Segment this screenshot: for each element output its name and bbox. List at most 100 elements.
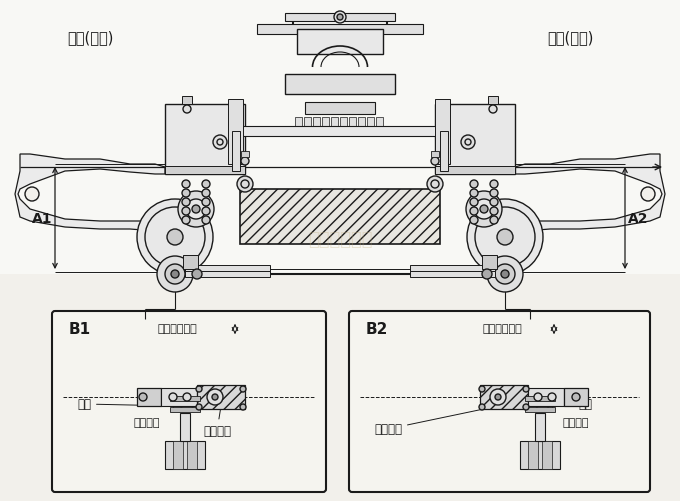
Bar xyxy=(564,388,588,406)
Bar xyxy=(304,118,311,127)
Circle shape xyxy=(169,393,177,401)
Bar xyxy=(180,413,190,441)
Bar xyxy=(173,391,197,409)
Bar xyxy=(435,167,515,175)
Bar xyxy=(340,118,347,127)
Circle shape xyxy=(461,136,475,150)
Circle shape xyxy=(178,191,214,227)
Bar xyxy=(182,97,192,105)
Circle shape xyxy=(192,205,200,213)
Bar xyxy=(285,14,395,22)
Bar xyxy=(488,97,498,105)
Text: 固定螺帽: 固定螺帽 xyxy=(134,417,160,427)
Bar xyxy=(161,388,197,406)
Bar xyxy=(313,118,320,127)
Text: 固定螺帽: 固定螺帽 xyxy=(563,417,590,427)
Circle shape xyxy=(482,270,492,280)
Circle shape xyxy=(479,404,485,410)
Bar xyxy=(322,118,329,127)
Circle shape xyxy=(548,393,556,401)
Bar xyxy=(331,118,338,127)
Circle shape xyxy=(497,229,513,245)
Circle shape xyxy=(489,106,497,114)
Circle shape xyxy=(182,207,190,215)
Circle shape xyxy=(182,189,190,197)
Circle shape xyxy=(470,181,478,188)
Circle shape xyxy=(202,216,210,224)
Bar xyxy=(410,266,495,272)
Text: 十字接头: 十字接头 xyxy=(203,409,231,438)
Circle shape xyxy=(490,181,498,188)
Polygon shape xyxy=(515,155,665,231)
Circle shape xyxy=(157,257,193,293)
Circle shape xyxy=(470,216,478,224)
Bar xyxy=(257,25,423,35)
Bar xyxy=(367,118,374,127)
Circle shape xyxy=(186,199,206,219)
Circle shape xyxy=(495,265,515,285)
Bar xyxy=(232,132,240,172)
Circle shape xyxy=(192,270,202,280)
Bar xyxy=(187,441,197,469)
Bar xyxy=(358,118,365,127)
Circle shape xyxy=(182,216,190,224)
Bar xyxy=(241,152,249,158)
Circle shape xyxy=(237,177,253,192)
Bar xyxy=(165,441,205,469)
Circle shape xyxy=(202,198,210,206)
Circle shape xyxy=(25,188,39,201)
Bar xyxy=(228,100,243,165)
Polygon shape xyxy=(15,155,165,231)
Bar xyxy=(525,407,555,412)
Circle shape xyxy=(470,198,478,206)
Bar xyxy=(438,102,448,137)
Circle shape xyxy=(431,158,439,166)
Circle shape xyxy=(182,198,190,206)
Circle shape xyxy=(490,198,498,206)
Circle shape xyxy=(467,199,543,276)
Circle shape xyxy=(183,106,191,114)
Bar xyxy=(435,105,515,175)
Circle shape xyxy=(490,389,506,405)
Circle shape xyxy=(165,265,185,285)
Text: B1: B1 xyxy=(69,321,91,336)
Bar xyxy=(165,167,245,175)
Circle shape xyxy=(240,404,246,410)
Text: 摇臂: 摇臂 xyxy=(551,398,592,411)
Bar xyxy=(528,388,564,406)
Circle shape xyxy=(490,207,498,215)
Bar xyxy=(232,127,448,137)
Bar xyxy=(376,118,383,127)
Bar xyxy=(232,102,242,137)
Circle shape xyxy=(470,189,478,197)
Circle shape xyxy=(466,191,502,227)
Bar xyxy=(240,189,440,244)
Bar xyxy=(542,441,552,469)
Circle shape xyxy=(240,386,246,392)
Bar xyxy=(197,385,245,409)
Bar xyxy=(173,441,183,469)
Circle shape xyxy=(183,393,191,401)
Circle shape xyxy=(479,386,485,392)
Bar xyxy=(285,75,395,95)
Circle shape xyxy=(474,199,494,219)
Text: B2: B2 xyxy=(366,321,388,336)
Circle shape xyxy=(196,386,202,392)
Text: 南京德诺机械: 南京德诺机械 xyxy=(308,230,372,248)
Circle shape xyxy=(196,404,202,410)
Circle shape xyxy=(202,189,210,197)
Circle shape xyxy=(641,188,655,201)
Bar xyxy=(520,441,560,469)
Circle shape xyxy=(501,271,509,279)
Text: A1: A1 xyxy=(32,211,52,225)
Bar xyxy=(185,266,270,272)
Circle shape xyxy=(495,394,501,400)
Bar xyxy=(170,396,200,401)
Bar xyxy=(297,30,383,55)
Circle shape xyxy=(212,394,218,400)
Text: 偏心连接心轴: 偏心连接心轴 xyxy=(482,323,522,333)
Circle shape xyxy=(167,229,183,245)
Bar xyxy=(525,396,555,401)
Bar xyxy=(165,105,245,175)
Bar xyxy=(435,100,450,165)
